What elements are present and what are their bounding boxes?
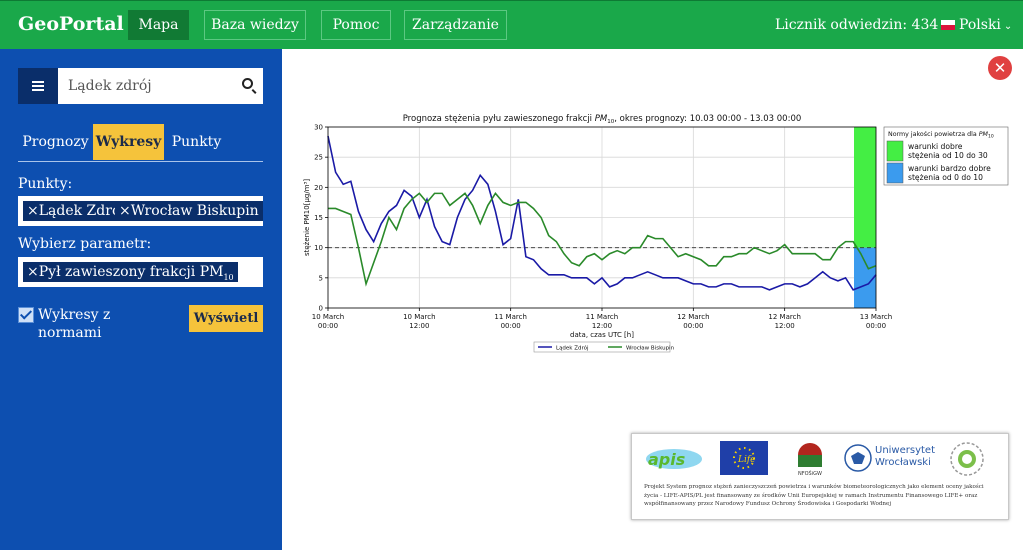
y-tick-label: 20: [314, 184, 323, 192]
uwr-logo: Uniwersytet Wrocławski: [844, 444, 935, 474]
y-tick-label: 0: [319, 305, 323, 313]
points-multiselect[interactable]: ×Lądek Zdrój ×Wrocław Biskupin: [18, 196, 263, 226]
tab-wykresy[interactable]: Wykresy: [93, 124, 164, 160]
eagle-seal-icon: [844, 444, 872, 472]
sidebar-tabs: Prognozy Wykresy Punkty: [18, 124, 263, 162]
point-chip[interactable]: ×Lądek Zdrój: [23, 201, 129, 221]
x-tick-label: 12 March: [677, 313, 709, 321]
nav-baza-wiedzy[interactable]: Baza wiedzy: [204, 10, 306, 40]
project-footer: apis Life NFOŚiGW Uniwersytet Wrocławski…: [631, 433, 1009, 520]
x-tick-label: 12:00: [775, 322, 795, 330]
show-button[interactable]: Wyświetl: [189, 305, 263, 332]
nav-pomoc[interactable]: Pomoc: [321, 10, 391, 40]
top-navbar: GeoPortal Mapa Baza wiedzy Pomoc Zarządz…: [0, 0, 1023, 49]
close-icon[interactable]: ✕: [988, 56, 1012, 80]
uwr-name-line2: Wrocławski: [875, 457, 931, 468]
uwr-name-line1: Uniwersytet: [875, 445, 935, 456]
chevron-down-icon: ⌄: [1003, 21, 1013, 32]
nfosigw-logo: NFOŚiGW: [798, 443, 822, 477]
language-label: Polski: [959, 17, 1001, 33]
tab-punkty[interactable]: Punkty: [171, 134, 222, 150]
y-axis-label: stężenie PM10[μg/m³]: [303, 179, 311, 256]
legend-label: Wrocław Biskupin: [626, 346, 675, 352]
norms-legend-title: Normy jakości powietrza dla PM10: [888, 130, 994, 140]
x-tick-label: 12:00: [409, 322, 429, 330]
x-tick-label: 12:00: [592, 322, 612, 330]
norm-band: [854, 247, 876, 308]
series-line: [327, 135, 877, 291]
norms-checkbox-label[interactable]: Wykresy z normami: [38, 307, 111, 341]
brand-logo[interactable]: GeoPortal: [18, 13, 124, 35]
svg-text:Life: Life: [737, 455, 756, 465]
legend-label: Lądek Zdrój: [556, 345, 589, 352]
norms-swatch: [886, 162, 904, 184]
y-tick-label: 30: [314, 124, 323, 132]
life-program-logo: [950, 442, 984, 476]
eu-flag-logo: Life: [720, 441, 768, 475]
y-tick-label: 15: [314, 214, 323, 222]
norms-item-label: warunki bardzo dobre: [908, 164, 991, 173]
search-icon[interactable]: [242, 78, 253, 89]
sidebar-panel: Lądek zdrój Prognozy Wykresy Punkty Punk…: [0, 49, 282, 550]
norms-checkbox[interactable]: [18, 307, 34, 323]
series-legend: [533, 341, 671, 353]
poland-flag-icon: [941, 20, 955, 30]
project-description: Projekt System prognoz stężeń zanieczysz…: [644, 484, 984, 507]
search-input[interactable]: Lądek zdrój: [58, 68, 263, 104]
language-select[interactable]: Polski ⌄: [941, 17, 1012, 33]
x-tick-label: 00:00: [318, 322, 338, 330]
x-tick-label: 10 March: [312, 313, 344, 321]
nav-mapa[interactable]: Mapa: [128, 10, 189, 40]
x-tick-label: 11 March: [586, 313, 618, 321]
norms-item-label: warunki dobre: [908, 142, 963, 151]
norms-legend: [883, 126, 1009, 186]
parameter-select[interactable]: ×Pył zawieszony frakcji PM10: [18, 257, 263, 287]
norms-item-range: stężenia od 10 do 30: [908, 151, 988, 160]
chart-title: Prognoza stężenia pyłu zawieszonego frak…: [403, 114, 802, 125]
nav-zarzadzanie[interactable]: Zarządzanie: [404, 10, 507, 40]
apis-logo: apis: [646, 449, 702, 469]
x-tick-label: 00:00: [866, 322, 886, 330]
y-tick-label: 5: [319, 274, 323, 282]
x-axis-label: data, czas UTC [h]: [570, 331, 634, 339]
x-tick-label: 00:00: [501, 322, 521, 330]
svg-text:apis: apis: [648, 450, 685, 469]
x-tick-label: 00:00: [683, 322, 703, 330]
search-value: Lądek zdrój: [68, 78, 152, 94]
visit-counter: Licznik odwiedzin: 434: [775, 17, 939, 33]
parameter-label: Wybierz parametr:: [18, 236, 152, 252]
pm10-forecast-chart: Prognoza stężenia pyłu zawieszonego frak…: [303, 114, 1009, 353]
y-tick-label: 25: [314, 154, 323, 162]
norm-band: [854, 127, 876, 248]
norms-swatch: [886, 140, 904, 162]
point-chip[interactable]: ×Wrocław Biskupin: [115, 201, 263, 221]
x-tick-label: 11 March: [494, 313, 526, 321]
points-label: Punkty:: [18, 176, 73, 192]
menu-icon: [32, 81, 44, 83]
y-tick-label: 10: [314, 244, 323, 252]
hamburger-menu-button[interactable]: [18, 68, 58, 104]
series-line: [328, 192, 877, 287]
x-tick-label: 13 March: [860, 313, 892, 321]
norms-item-range: stężenia od 0 do 10: [908, 173, 983, 182]
parameter-chip[interactable]: ×Pył zawieszony frakcji PM10: [23, 262, 238, 282]
x-tick-label: 12 March: [768, 313, 800, 321]
x-tick-label: 10 March: [403, 313, 435, 321]
tab-prognozy[interactable]: Prognozy: [22, 134, 89, 150]
svg-text:NFOŚiGW: NFOŚiGW: [798, 470, 822, 477]
